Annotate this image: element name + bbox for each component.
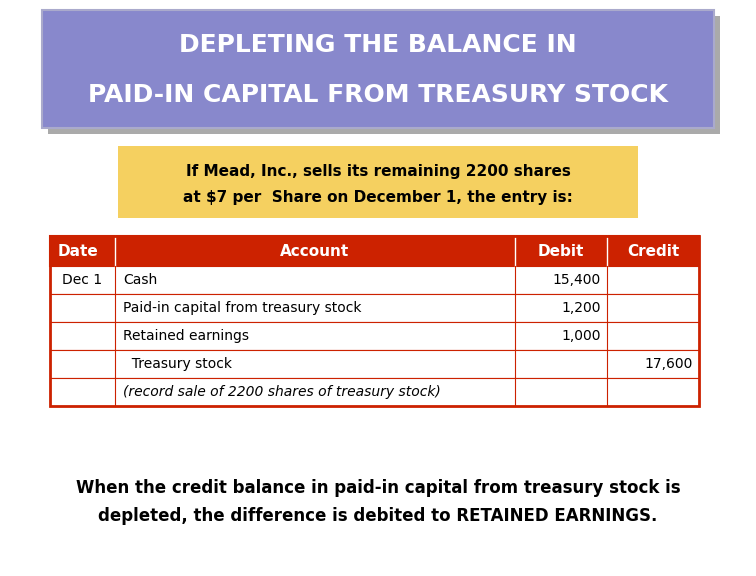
Text: 17,600: 17,600 <box>645 357 693 371</box>
Text: DEPLETING THE BALANCE IN: DEPLETING THE BALANCE IN <box>179 33 577 58</box>
Text: Cash: Cash <box>123 273 157 287</box>
Text: depleted, the difference is debited to RETAINED EARNINGS.: depleted, the difference is debited to R… <box>98 507 658 525</box>
Text: Debit: Debit <box>538 244 584 259</box>
Bar <box>42 10 714 128</box>
Bar <box>50 266 699 294</box>
Text: Paid-in capital from treasury stock: Paid-in capital from treasury stock <box>123 301 361 315</box>
Bar <box>50 350 699 378</box>
Text: (record sale of 2200 shares of treasury stock): (record sale of 2200 shares of treasury … <box>123 385 441 399</box>
Text: Dec 1: Dec 1 <box>63 273 103 287</box>
Text: 15,400: 15,400 <box>553 273 601 287</box>
Bar <box>50 236 699 266</box>
Bar <box>50 294 699 322</box>
Bar <box>50 322 699 350</box>
Text: If Mead, Inc., sells its remaining 2200 shares: If Mead, Inc., sells its remaining 2200 … <box>185 164 571 179</box>
Text: When the credit balance in paid-in capital from treasury stock is: When the credit balance in paid-in capit… <box>76 479 680 497</box>
Bar <box>118 146 638 218</box>
Text: Account: Account <box>280 244 349 259</box>
Text: PAID-IN CAPITAL FROM TREASURY STOCK: PAID-IN CAPITAL FROM TREASURY STOCK <box>88 83 668 107</box>
Text: Retained earnings: Retained earnings <box>123 329 249 343</box>
Text: Credit: Credit <box>627 244 679 259</box>
Bar <box>48 16 720 134</box>
Text: Date: Date <box>58 244 99 259</box>
Text: at $7 per  Share on December 1, the entry is:: at $7 per Share on December 1, the entry… <box>183 190 573 205</box>
Text: Treasury stock: Treasury stock <box>123 357 232 371</box>
Text: 1,000: 1,000 <box>562 329 601 343</box>
Bar <box>50 236 699 406</box>
Bar <box>50 378 699 406</box>
Text: 1,200: 1,200 <box>562 301 601 315</box>
